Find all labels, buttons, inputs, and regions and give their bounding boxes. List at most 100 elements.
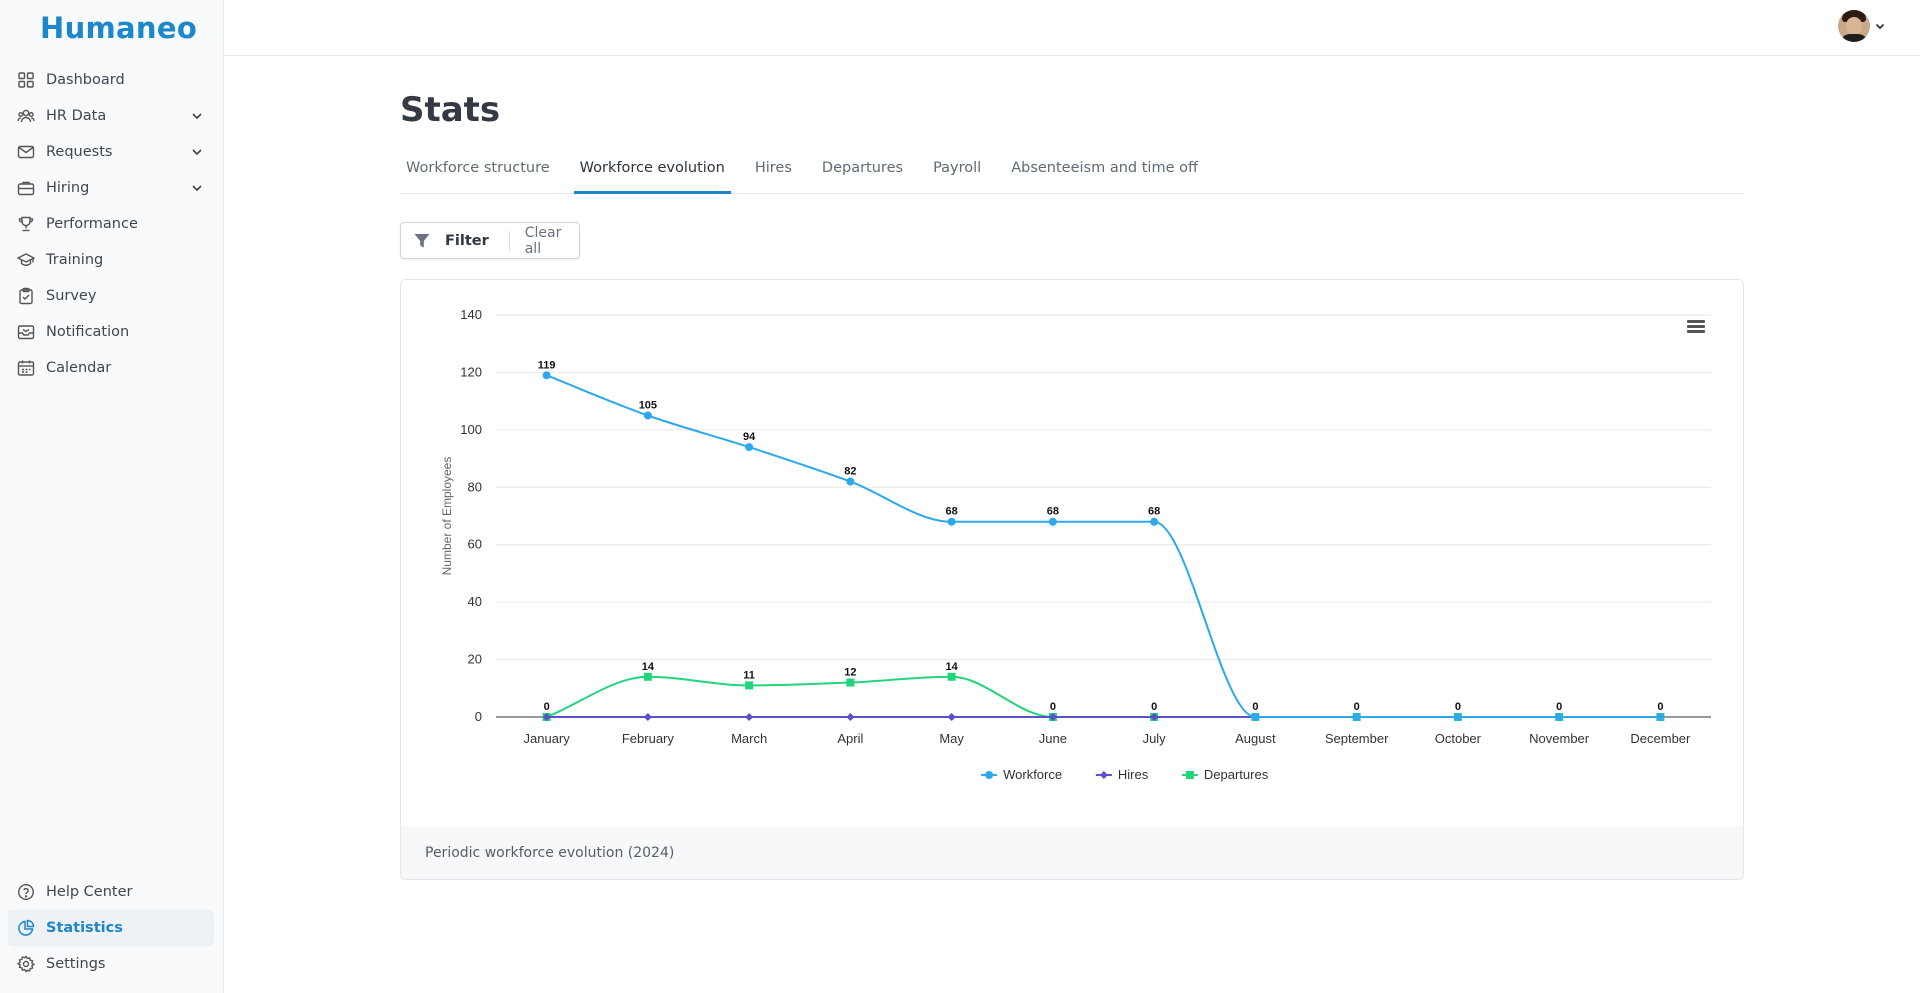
sidebar-item-settings[interactable]: Settings (8, 946, 214, 982)
gear-icon (17, 955, 35, 973)
sidebar-item-training[interactable]: Training (8, 242, 214, 278)
sidebar-item-label: HR Data (46, 108, 107, 124)
data-point-hires (947, 713, 956, 721)
sidebar-item-hiring[interactable]: Hiring (8, 170, 214, 206)
data-label-workforce: 119 (538, 359, 556, 371)
legend-label: Workforce (1003, 767, 1062, 782)
data-label-departures: 0 (1252, 701, 1258, 713)
sidebar-item-dashboard[interactable]: Dashboard (8, 62, 214, 98)
filter-button[interactable]: Filter (401, 223, 489, 258)
data-label-workforce: 68 (1148, 506, 1160, 518)
data-label-departures: 0 (1151, 701, 1157, 713)
x-tick-label: June (1039, 731, 1067, 746)
data-label-departures: 0 (1556, 701, 1562, 713)
data-point-hires (643, 713, 652, 721)
briefcase-icon (17, 179, 35, 197)
x-tick-label: March (731, 731, 767, 746)
sidebar-item-requests[interactable]: Requests (8, 134, 214, 170)
filter-label: Filter (445, 232, 489, 249)
data-point-workforce (542, 371, 551, 380)
data-point-workforce (745, 443, 754, 452)
inbox-icon (17, 323, 35, 341)
data-label-departures: 0 (1354, 701, 1360, 713)
legend-item-hires: Hires (1095, 767, 1149, 782)
pie-chart-icon (17, 919, 35, 937)
x-tick-label: September (1325, 731, 1389, 746)
sidebar-nav: Dashboard HR Data Requests Hiring Perfor… (8, 62, 214, 386)
page-title: Stats (400, 90, 501, 130)
tab-absenteeism[interactable]: Absenteeism and time off (1011, 160, 1198, 176)
data-label-workforce: 0 (1556, 701, 1562, 713)
y-tick-label: 0 (475, 709, 482, 724)
legend-label: Departures (1204, 767, 1269, 782)
data-point-workforce (643, 411, 652, 420)
y-tick-label: 120 (460, 364, 482, 379)
sidebar-item-hr-data[interactable]: HR Data (8, 98, 214, 134)
data-label-workforce: 0 (1252, 701, 1258, 713)
data-label-departures: 14 (946, 661, 959, 673)
sidebar-item-notification[interactable]: Notification (8, 314, 214, 350)
sidebar: Humaneo Dashboard HR Data Requests Hirin… (0, 0, 224, 993)
tab-hires[interactable]: Hires (754, 160, 792, 176)
chevron-down-icon (192, 185, 202, 192)
x-tick-label: November (1529, 731, 1590, 746)
chart-card: 0 20 40 60 80 100 120 140 Number of Employees Jan… (400, 279, 1744, 880)
data-point-workforce (1352, 713, 1361, 721)
chart-menu-icon[interactable] (1687, 320, 1705, 334)
sidebar-item-label: Dashboard (46, 72, 125, 88)
avatar[interactable] (1838, 10, 1870, 42)
funnel-icon (414, 233, 430, 247)
chart-caption: Periodic workforce evolution (2024) (401, 827, 1743, 879)
app-logo[interactable]: Humaneo (40, 11, 198, 45)
y-axis-label: Number of Employees (440, 457, 454, 576)
users-icon (17, 107, 35, 125)
data-point-workforce (1656, 713, 1665, 721)
legend-marker (985, 771, 994, 779)
sidebar-item-statistics[interactable]: Statistics (8, 910, 214, 946)
data-label-workforce: 0 (1354, 701, 1360, 713)
data-point-workforce (1251, 713, 1260, 721)
data-label-departures: 14 (642, 661, 655, 673)
y-tick-label: 140 (460, 307, 482, 322)
sidebar-item-survey[interactable]: Survey (8, 278, 214, 314)
avatar-shirt (1840, 34, 1868, 42)
tab-workforce-structure[interactable]: Workforce structure (406, 160, 550, 176)
data-point-workforce (846, 477, 855, 486)
x-tick-label: February (622, 731, 675, 746)
stats-tabs: Workforce structure Workforce evolution … (400, 152, 1744, 194)
data-point-hires (846, 713, 855, 721)
data-point-hires (542, 713, 551, 721)
filter-bar: Filter Clear all (400, 222, 580, 259)
legend-item-departures: Departures (1181, 767, 1269, 782)
x-tick-label: December (1630, 731, 1691, 746)
chevron-down-icon[interactable] (1874, 20, 1886, 32)
sidebar-item-label: Calendar (46, 360, 112, 376)
clear-all-button[interactable]: Clear all (524, 224, 562, 257)
sidebar-item-calendar[interactable]: Calendar (8, 350, 214, 386)
data-label-workforce: 68 (1047, 506, 1059, 518)
data-point-hires (1150, 713, 1159, 721)
data-point-departures (846, 678, 855, 687)
sidebar-item-label: Training (46, 252, 104, 268)
sidebar-item-label: Requests (46, 144, 113, 160)
data-point-workforce (947, 517, 956, 526)
avatar-face (1846, 17, 1862, 35)
sidebar-item-label: Hiring (46, 180, 90, 196)
help-circle-icon (17, 883, 35, 901)
sidebar-item-performance[interactable]: Performance (8, 206, 214, 242)
tab-workforce-evolution[interactable]: Workforce evolution (573, 152, 731, 194)
data-point-hires (1048, 713, 1057, 721)
mail-icon (17, 143, 35, 161)
series-line-workforce (546, 374, 1661, 718)
sidebar-item-help-center[interactable]: Help Center (8, 874, 214, 910)
data-label-departures: 0 (1657, 701, 1663, 713)
data-label-workforce: 0 (1455, 701, 1461, 713)
grid-icon (17, 71, 35, 89)
data-point-workforce (1048, 517, 1057, 526)
tab-departures[interactable]: Departures (821, 160, 904, 176)
sidebar-item-label: Statistics (46, 920, 123, 936)
chevron-down-icon (192, 149, 202, 156)
sidebar-bottom-nav: Help Center Statistics Settings (8, 874, 214, 982)
tab-payroll[interactable]: Payroll (933, 160, 982, 176)
sidebar-item-label: Performance (46, 216, 138, 232)
